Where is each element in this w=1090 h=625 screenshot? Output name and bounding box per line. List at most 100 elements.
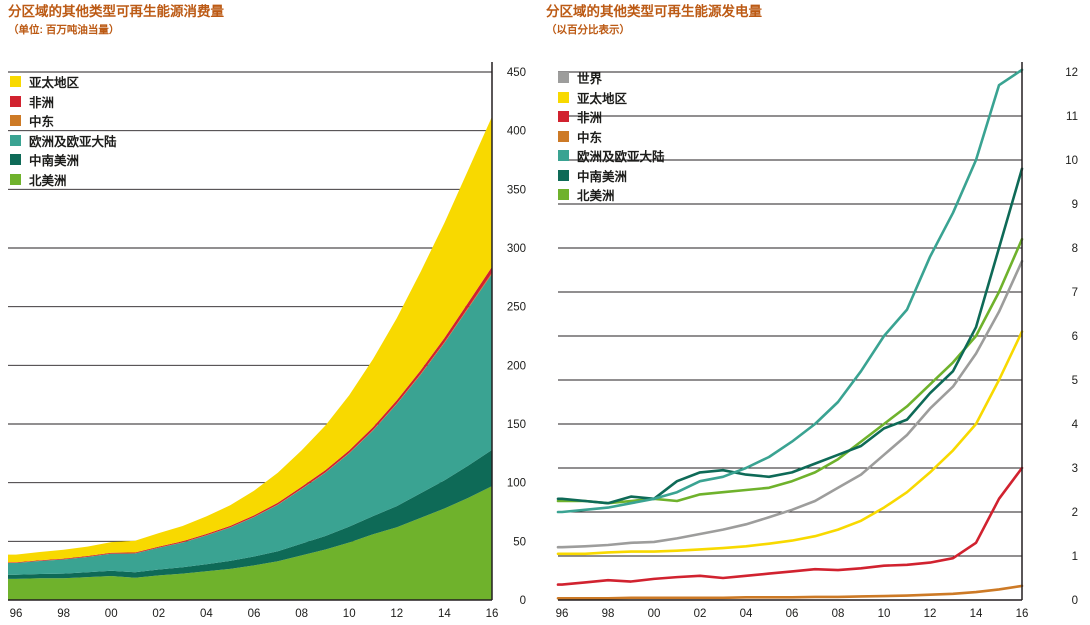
legend-swatch	[558, 111, 569, 123]
legend-swatch	[10, 173, 21, 185]
x-axis-label: 10	[878, 608, 891, 620]
legend-label: 亚太地区	[577, 91, 628, 106]
y-axis-label: 9	[1072, 199, 1078, 211]
stacked-area-chart: 0 50 100 150 200 250 300 350 400 450 96 98 00 02 04 06 0…	[8, 62, 526, 620]
x-axis-label: 04	[740, 608, 753, 620]
legend-label: 非洲	[29, 95, 55, 110]
y-axis-label: 100	[507, 478, 526, 490]
legend-label: 非洲	[577, 111, 603, 126]
legend-swatch	[10, 95, 21, 107]
y-axis-label: 1	[1072, 551, 1078, 563]
legend-swatch	[558, 169, 569, 181]
x-axis-label: 14	[970, 608, 983, 620]
legend-swatch	[558, 91, 569, 103]
y-axis-label: 2	[1072, 507, 1078, 519]
y-axis-label: 7	[1072, 287, 1078, 299]
legend-label: 中南美洲	[29, 154, 80, 169]
x-axis-label: 96	[10, 608, 23, 620]
x-axis-label: 12	[390, 608, 403, 620]
x-axis-label: 00	[648, 608, 661, 620]
x-axis-label: 16	[486, 608, 499, 620]
legend-label: 北美洲	[29, 173, 67, 188]
y-axis-label: 3	[1072, 463, 1078, 475]
x-axis-label: 08	[295, 608, 308, 620]
y-axis-label: 8	[1072, 243, 1078, 255]
y-axis-label: 200	[507, 360, 526, 372]
legend-label: 世界	[577, 72, 603, 87]
y-axis-label: 11	[1066, 111, 1078, 123]
y-axis-label: 0	[520, 595, 526, 607]
area-europe-eurasia	[8, 273, 492, 575]
x-axis-label: 02	[152, 608, 165, 620]
legend-item: 中南美洲	[558, 166, 665, 186]
x-axis-label: 08	[832, 608, 845, 620]
legend-label: 欧洲及欧亚大陆	[29, 134, 117, 149]
chart-title: 分区域的其他类型可再生能源消费量	[8, 4, 224, 19]
x-axis-label: 10	[343, 608, 356, 620]
legend-label: 中东	[29, 115, 55, 130]
legend-swatch	[10, 115, 21, 127]
y-axis-label: 50	[513, 536, 526, 548]
y-axis-label: 4	[1072, 419, 1079, 431]
line-world	[556, 259, 1024, 549]
y-axis-label: 450	[507, 67, 526, 79]
legend-swatch	[558, 150, 569, 162]
legend-item: 中东	[558, 127, 665, 147]
chart-title: 分区域的其他类型可再生能源发电量	[546, 4, 762, 19]
y-axis-label: 0	[1072, 595, 1078, 607]
legend-item: 中南美洲	[10, 150, 117, 170]
legend-item: 非洲	[10, 92, 117, 112]
line-africa	[556, 466, 1024, 586]
line-north-america	[556, 237, 1024, 505]
x-axis-label: 00	[105, 608, 118, 620]
legend-label: 北美洲	[577, 189, 615, 204]
legend-item: 亚太地区	[558, 88, 665, 108]
legend-swatch	[558, 130, 569, 142]
legend-item: 北美洲	[558, 185, 665, 205]
legend-item: 欧洲及欧亚大陆	[558, 146, 665, 166]
legend-swatch	[558, 189, 569, 201]
legend-label: 欧洲及欧亚大陆	[577, 150, 665, 165]
legend-item: 非洲	[558, 107, 665, 127]
legend-label: 中南美洲	[577, 169, 628, 184]
y-axis-label: 5	[1072, 375, 1078, 387]
legend-item: 亚太地区	[10, 72, 117, 92]
legend-label: 亚太地区	[29, 76, 80, 91]
area-asia-pacific	[8, 116, 492, 563]
line-south-central-america	[556, 167, 1024, 505]
x-axis-label: 06	[248, 608, 261, 620]
legend-item: 欧洲及欧亚大陆	[10, 131, 117, 151]
legend-swatch	[10, 76, 21, 88]
legend: 亚太地区非洲中东欧洲及欧亚大陆 中南美洲北美洲	[10, 72, 117, 189]
legend-swatch	[558, 72, 569, 84]
x-axis-label: 98	[602, 608, 615, 620]
x-axis-label: 06	[786, 608, 799, 620]
y-axis-label: 12	[1065, 67, 1078, 79]
y-axis-label: 350	[507, 184, 526, 196]
x-axis-label: 96	[556, 608, 569, 620]
x-axis-label: 16	[1016, 608, 1029, 620]
x-axis-label: 98	[57, 608, 70, 620]
legend: 世界亚太地区非洲中东欧洲及欧亚大陆 中南美洲北美洲	[558, 68, 665, 205]
line-asia-pacific	[556, 330, 1024, 556]
x-axis-label: 04	[200, 608, 213, 620]
chart-subtitle: （以百分比表示）	[546, 24, 630, 36]
legend-item: 北美洲	[10, 170, 117, 190]
legend-swatch	[10, 154, 21, 166]
y-axis-label: 400	[507, 126, 526, 138]
y-axis-label: 250	[507, 302, 526, 314]
x-axis-label: 14	[438, 608, 451, 620]
x-axis-label: 02	[694, 608, 707, 620]
legend-item: 世界	[558, 68, 665, 88]
y-axis-label: 10	[1065, 155, 1078, 167]
y-axis-label: 6	[1072, 331, 1078, 343]
chart-subtitle: （单位: 百万吨油当量）	[8, 24, 120, 36]
line-middle-east	[556, 584, 1024, 600]
y-axis-label: 150	[507, 419, 526, 431]
x-axis-label: 12	[924, 608, 937, 620]
chart-panel-generation: 分区域的其他类型可再生能源发电量 （以百分比表示） 世界亚太地区非洲中东欧洲及欧…	[546, 4, 1088, 624]
legend-label: 中东	[577, 130, 603, 145]
legend-swatch	[10, 134, 21, 146]
